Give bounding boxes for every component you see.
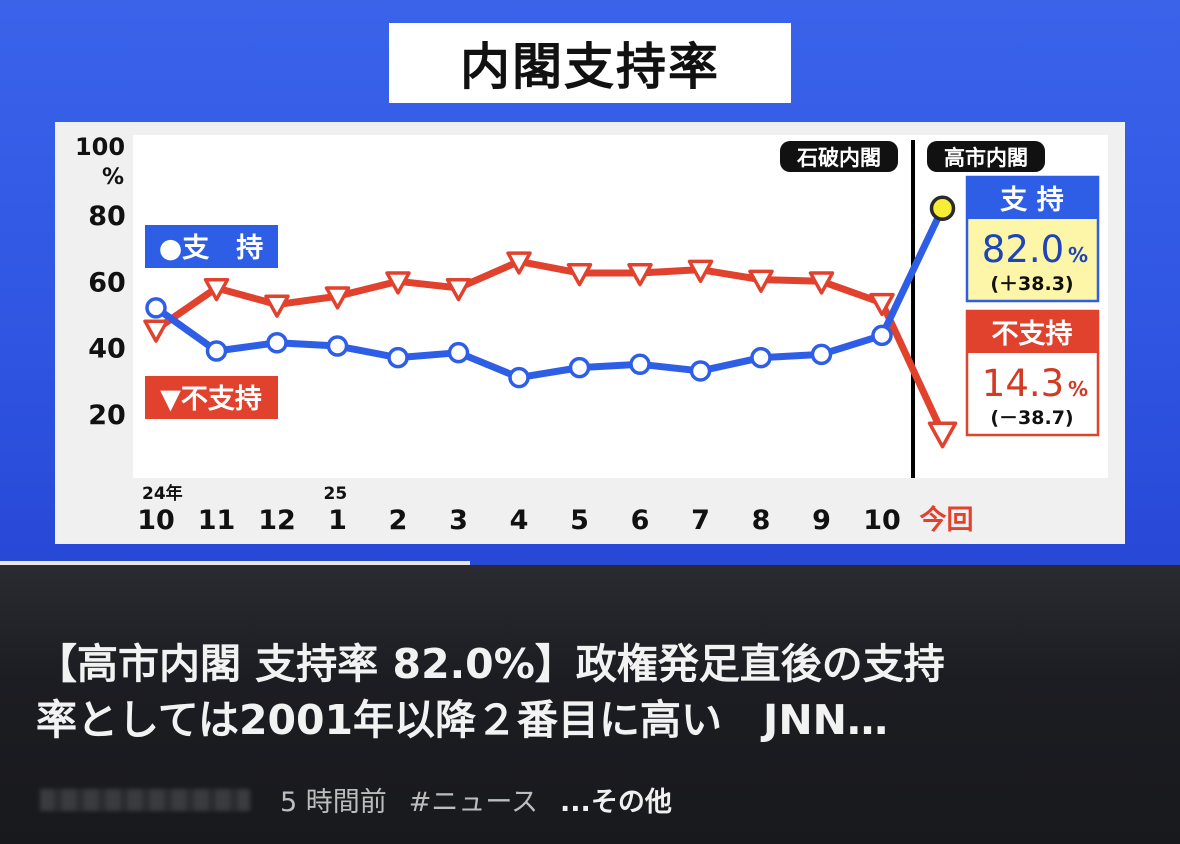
point-nonsupport xyxy=(566,263,593,287)
point-support xyxy=(629,353,651,376)
x-tick-label: 12 xyxy=(258,505,296,536)
point-nonsupport xyxy=(808,271,835,295)
point-nonsupport xyxy=(385,271,411,295)
callout-nonsupport-unit: % xyxy=(1068,377,1088,401)
x-tick-label: 1 xyxy=(328,505,347,536)
x-tick-label: 8 xyxy=(752,505,771,536)
callout-nonsupport-header xyxy=(967,311,1098,353)
point-support xyxy=(508,366,530,389)
legend-support-bg xyxy=(145,225,278,268)
x-year-label: 24年 xyxy=(142,483,183,504)
x-year-label: 25 xyxy=(324,484,348,504)
callout-nonsupport-value: 14.3 xyxy=(982,362,1064,405)
y-tick-label: 20 xyxy=(88,400,126,431)
chart-title-box: 内閣支持率 xyxy=(389,23,791,103)
point-support xyxy=(689,360,712,382)
series-line-nonsupport xyxy=(154,257,946,435)
point-nonsupport xyxy=(264,294,290,318)
x-tick-label: 9 xyxy=(812,505,831,536)
callout-support-unit: % xyxy=(1068,243,1088,267)
legend-nonsupport: ▼不支持 xyxy=(160,384,262,415)
plot-area xyxy=(133,135,1108,478)
point-nonsupport xyxy=(143,319,169,343)
more-link[interactable]: ...その他 xyxy=(560,787,672,818)
point-nonsupport xyxy=(687,259,714,283)
x-tick-label: 11 xyxy=(198,505,236,536)
video-title-line-2: 率としては2001年以降２番目に高い JNN… xyxy=(36,696,888,744)
point-support xyxy=(929,195,956,222)
legend-nonsupport-bg xyxy=(145,376,278,419)
point-nonsupport xyxy=(748,269,774,293)
point-support xyxy=(447,341,470,364)
y-tick-label: 60 xyxy=(88,267,126,298)
x-tick-label: 10 xyxy=(863,505,901,536)
x-tick-label: 6 xyxy=(631,505,650,536)
upload-time: 5 時間前 xyxy=(280,787,387,818)
era-label-before-bg xyxy=(780,141,898,172)
point-nonsupport xyxy=(203,277,230,302)
point-support xyxy=(387,346,409,369)
y-unit-top: 100 xyxy=(75,133,125,161)
x-tick-label: 5 xyxy=(570,505,589,536)
callout-nonsupport-label: 不支持 xyxy=(992,319,1073,350)
video-title[interactable]: 【高市内閣 支持率 82.0%】政権発足直後の支持 率としては2001年以降２番… xyxy=(36,636,1146,748)
point-support xyxy=(205,340,228,362)
video-progress-bar[interactable] xyxy=(0,561,470,565)
y-tick-label: 40 xyxy=(88,334,126,365)
callout-support-header xyxy=(967,177,1098,219)
callout-nonsupport-change: (－38.7) xyxy=(990,407,1073,429)
point-nonsupport xyxy=(506,251,532,275)
point-nonsupport xyxy=(869,292,895,317)
video-meta: 5 時間前 #ニュース ...その他 xyxy=(40,780,672,819)
point-support xyxy=(266,331,288,354)
callout-support-value: 82.0 xyxy=(982,228,1064,271)
callout-support-change: (＋38.3) xyxy=(990,273,1073,295)
chart-title: 内閣支持率 xyxy=(460,38,720,96)
x-tick-label: 7 xyxy=(691,505,710,536)
legend-support: ●支 持 xyxy=(159,233,264,264)
x-tick-label: 2 xyxy=(389,505,408,536)
point-nonsupport xyxy=(627,263,653,287)
channel-name-blurred[interactable] xyxy=(40,788,250,811)
point-nonsupport xyxy=(927,421,958,449)
point-support xyxy=(871,324,893,347)
point-support xyxy=(326,335,349,357)
era-label-before: 石破内閣 xyxy=(796,146,881,170)
x-tick-label: 10 xyxy=(137,505,175,536)
point-nonsupport xyxy=(445,277,472,302)
era-label-after-bg xyxy=(927,141,1045,172)
era-label-after: 高市内閣 xyxy=(944,146,1028,170)
hashtag-link[interactable]: #ニュース xyxy=(408,787,539,818)
x-tick-label: 今回 xyxy=(920,504,974,536)
point-support xyxy=(145,297,167,319)
point-support xyxy=(750,346,772,369)
point-support xyxy=(810,343,833,366)
x-tick-label: 3 xyxy=(449,505,468,536)
point-nonsupport xyxy=(324,286,351,310)
callout-support-label: 支 持 xyxy=(1000,185,1063,216)
point-support xyxy=(568,356,591,379)
video-title-line-1: 【高市内閣 支持率 82.0%】政権発足直後の支持 xyxy=(36,640,945,688)
x-tick-label: 4 xyxy=(510,505,529,536)
y-tick-label: 80 xyxy=(88,201,126,232)
y-unit-percent: % xyxy=(102,165,124,190)
